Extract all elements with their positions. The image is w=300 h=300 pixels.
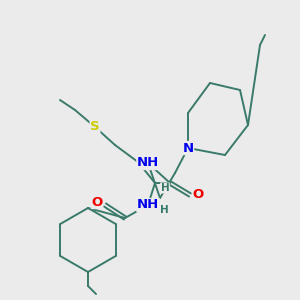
Text: H: H [160, 205, 168, 215]
Text: S: S [90, 121, 100, 134]
Text: NH: NH [137, 199, 159, 212]
Text: O: O [92, 196, 103, 208]
Text: N: N [182, 142, 194, 154]
Text: NH: NH [137, 157, 159, 169]
Text: O: O [192, 188, 204, 202]
Text: H: H [160, 183, 169, 193]
